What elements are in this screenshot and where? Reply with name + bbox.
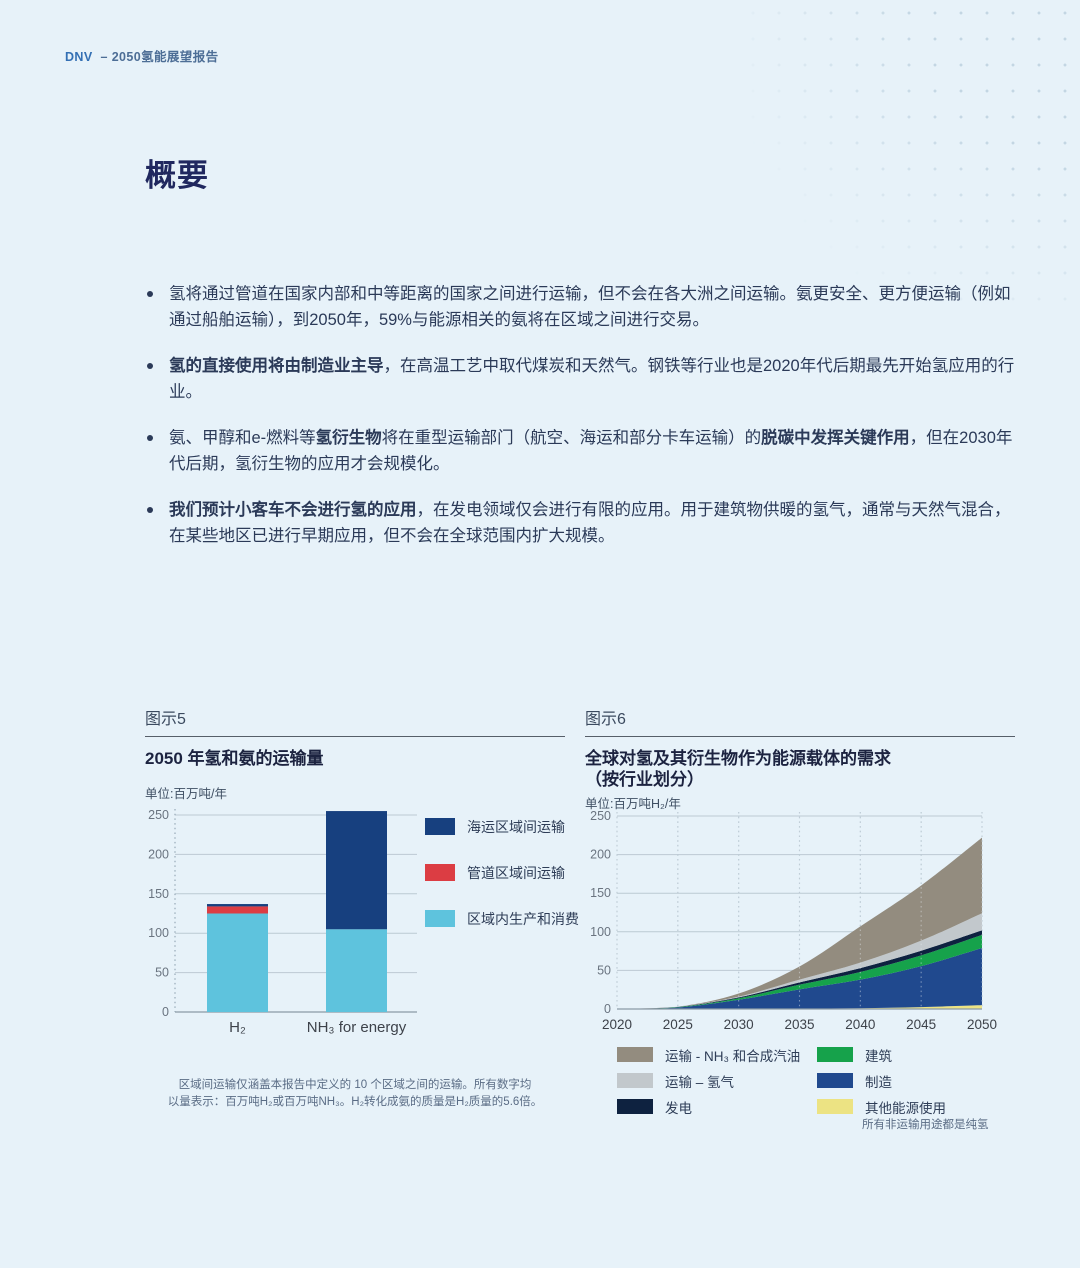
legend-item: 发电 — [617, 1099, 800, 1116]
svg-text:150: 150 — [148, 887, 169, 901]
bullet-dot — [147, 291, 153, 297]
figure5-block: 图示5 2050 年氢和氨的运输量 单位:百万吨/年 0 50 100 150 200 2… — [145, 705, 579, 1108]
dnv-logo-text: DNV — [65, 50, 93, 64]
legend-label: 制造 — [865, 1074, 892, 1090]
page-title: 概要 — [145, 158, 209, 193]
svg-text:NH₃ for energy: NH₃ for energy — [307, 1019, 407, 1036]
svg-text:50: 50 — [597, 963, 611, 977]
figure6-title-line1: 全球对氢及其衍生物作为能源载体的需求 — [585, 749, 891, 768]
bullet-text-segment: 我们预计小客车不会进行氢的应用 — [169, 501, 417, 519]
dot-pattern-decoration — [740, 0, 1080, 310]
bullet-dot — [147, 363, 153, 369]
figure6-title: 全球对氢及其衍生物作为能源载体的需求 （按行业划分） — [585, 748, 1015, 790]
bullet-text-segment: ，在发电领域仅会进行有限的应用。用于建筑物供暖的氢气，通常与天然气混合，在某些地… — [169, 501, 1011, 545]
svg-text:100: 100 — [590, 925, 611, 939]
figure5-unit: 单位:百万吨/年 — [145, 787, 227, 801]
fig6-legend-col2: 建筑 制造 其他能源使用 — [817, 1047, 946, 1125]
legend-swatch-transport-nh3 — [617, 1047, 653, 1062]
legend-swatch-intraregional — [425, 910, 455, 927]
bullet-dot — [147, 507, 153, 513]
legend-swatch-manufacturing — [817, 1073, 853, 1088]
svg-text:150: 150 — [590, 886, 611, 900]
bullet-text-segment: 氢衍生物 — [315, 429, 382, 447]
legend-swatch-seaborne — [425, 818, 455, 835]
fig5-footnote: 区域间运输仅涵盖本报告中定义的 10 个区域之间的运输。所有数字均 以量表示：百… — [145, 1077, 565, 1111]
summary-bullet: 氨、甲醇和e-燃料等氢衍生物将在重型运输部门（航空、海运和部分卡车运输）的脱碳中… — [145, 425, 1025, 477]
summary-bullets: 氢将通过管道在国家内部和中等距离的国家之间进行运输，但不会在各大洲之间运输。氨更… — [145, 281, 1025, 569]
fig5-footnote-line: 以量表示：百万吨H₂或百万吨NH₃。H₂转化成氨的质量是H₂质量的5.6倍。 — [167, 1096, 543, 1108]
svg-text:H₂: H₂ — [229, 1019, 246, 1036]
legend-item: 海运区域间运输 — [425, 818, 579, 835]
bullet-text-segment: 氨、甲醇和e-燃料等 — [169, 429, 316, 447]
svg-text:250: 250 — [148, 808, 169, 822]
fig6-footnote: 所有非运输用途都是纯氢 — [862, 1119, 989, 1131]
legend-label: 运输 - NH₃ 和合成汽油 — [665, 1048, 801, 1064]
legend-item: 制造 — [817, 1073, 946, 1090]
figure6-label: 图示6 — [585, 705, 1015, 737]
bullet-dot — [147, 435, 153, 441]
svg-text:2030: 2030 — [724, 1017, 754, 1032]
legend-item: 运输 - NH₃ 和合成汽油 — [617, 1047, 801, 1064]
summary-bullet: 氢将通过管道在国家内部和中等距离的国家之间进行运输，但不会在各大洲之间运输。氨更… — [145, 281, 1025, 333]
summary-bullet: 我们预计小客车不会进行氢的应用，在发电领域仅会进行有限的应用。用于建筑物供暖的氢… — [145, 497, 1025, 549]
svg-text:0: 0 — [162, 1005, 169, 1019]
legend-item: 管道区域间运输 — [425, 864, 579, 881]
bullet-text-segment: ，在高温工艺中取代煤炭和天然气。钢铁等行业也是2020年代后期最先开始氢应用的行… — [169, 357, 1015, 401]
svg-text:250: 250 — [590, 809, 611, 823]
svg-text:2035: 2035 — [784, 1017, 814, 1032]
legend-item: 建筑 — [817, 1047, 946, 1064]
svg-text:200: 200 — [590, 848, 611, 862]
fig5-footnote-line: 区域间运输仅涵盖本报告中定义的 10 个区域之间的运输。所有数字均 — [178, 1079, 532, 1091]
legend-swatch-buildings — [817, 1047, 853, 1062]
fig5-legend: 海运区域间运输 管道区域间运输 区域内生产和消费 — [425, 818, 579, 956]
bullet-text-segment: 将在重型运输部门（航空、海运和部分卡车运输）的 — [381, 429, 762, 447]
figure5-title: 2050 年氢和氨的运输量 — [145, 749, 324, 768]
legend-label: 区域内生产和消费 — [467, 910, 579, 927]
header-title: – 2050氢能展望报告 — [100, 50, 219, 64]
bullet-text-segment: 氢将通过管道在国家内部和中等距离的国家之间进行运输，但不会在各大洲之间运输。氨更… — [169, 285, 1011, 329]
legend-swatch-transport-h2 — [617, 1073, 653, 1088]
figure6-title-line2: （按行业划分） — [585, 770, 704, 789]
legend-label: 其他能源使用 — [865, 1100, 946, 1116]
fig5-bar-chart-svg: 0 50 100 150 200 250 H₂ NH₃ for energy — [148, 808, 417, 1036]
legend-item: 其他能源使用 — [817, 1099, 946, 1116]
svg-text:2045: 2045 — [906, 1017, 936, 1032]
legend-label: 管道区域间运输 — [467, 864, 565, 881]
figure5-chart: 0 50 100 150 200 250 H₂ NH₃ for energy — [145, 803, 435, 1053]
svg-text:2050: 2050 — [967, 1017, 997, 1032]
figure5-label: 图示5 — [145, 705, 565, 737]
svg-text:100: 100 — [148, 926, 169, 940]
bullet-text-segment: 脱碳中发挥关键作用 — [761, 429, 910, 447]
legend-label: 海运区域间运输 — [467, 818, 565, 835]
legend-item: 区域内生产和消费 — [425, 910, 579, 927]
fig6-legend-col1: 运输 - NH₃ 和合成汽油 运输 – 氢气 发电 — [617, 1047, 800, 1125]
report-header: DNV – 2050氢能展望报告 — [65, 46, 219, 65]
legend-swatch-pipeline — [425, 864, 455, 881]
figure6-unit: 单位:百万吨H₂/年 — [585, 797, 681, 811]
svg-text:0: 0 — [604, 1002, 611, 1016]
legend-label: 运输 – 氢气 — [665, 1074, 735, 1090]
fig6-area-chart-svg: 0 50 100 150 200 250 2020 2025 2030 2035 2040 2045 2… — [590, 809, 997, 1032]
summary-bullet: 氢的直接使用将由制造业主导，在高温工艺中取代煤炭和天然气。钢铁等行业也是2020… — [145, 353, 1025, 405]
svg-text:2025: 2025 — [663, 1017, 693, 1032]
legend-label: 建筑 — [865, 1048, 892, 1064]
legend-label: 发电 — [665, 1100, 692, 1116]
bullet-text-segment: ，但在2030年代后期，氢衍生物的应用才会规模化。 — [169, 429, 1013, 473]
svg-text:50: 50 — [155, 966, 169, 980]
legend-swatch-other-energy — [817, 1099, 853, 1114]
figure6-block: 图示6 全球对氢及其衍生物作为能源载体的需求 （按行业划分） 单位:百万吨H₂/… — [585, 705, 1015, 1131]
legend-swatch-power — [617, 1099, 653, 1114]
svg-text:2040: 2040 — [845, 1017, 875, 1032]
svg-text:200: 200 — [148, 847, 169, 861]
legend-item: 运输 – 氢气 — [617, 1073, 800, 1090]
figure6-chart: 0 50 100 150 200 250 2020 2025 2030 2035 2040 2045 2… — [585, 804, 1015, 1044]
bullet-text-segment: 氢的直接使用将由制造业主导 — [169, 357, 384, 375]
svg-text:2020: 2020 — [602, 1017, 632, 1032]
